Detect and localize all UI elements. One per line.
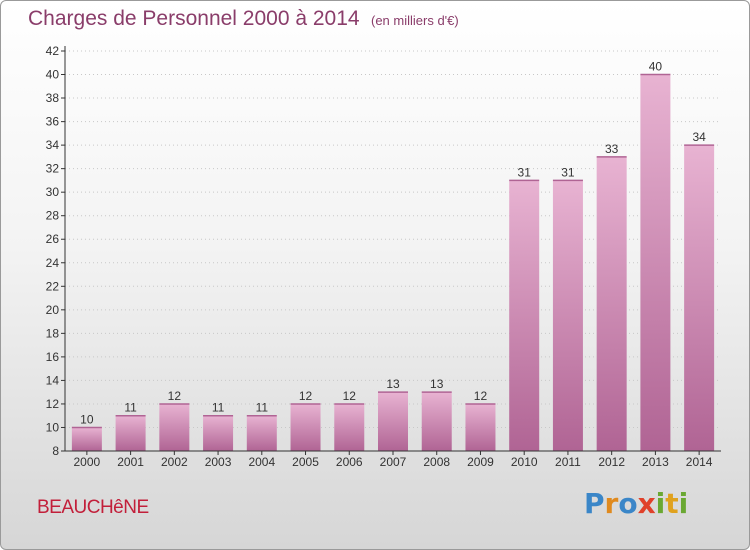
logo-letter: i bbox=[655, 487, 666, 520]
bar bbox=[71, 427, 102, 451]
data-label: 40 bbox=[649, 60, 663, 74]
data-label: 13 bbox=[386, 377, 400, 391]
data-label: 12 bbox=[474, 389, 488, 403]
x-tick-label: 2009 bbox=[467, 455, 494, 469]
bar bbox=[640, 74, 671, 451]
axes bbox=[61, 46, 721, 455]
x-tick-label: 2007 bbox=[380, 455, 407, 469]
data-label: 11 bbox=[256, 401, 269, 415]
y-tick-label: 34 bbox=[46, 138, 60, 152]
x-tick-label: 2014 bbox=[686, 455, 713, 469]
data-label: 34 bbox=[692, 130, 706, 144]
data-label: 10 bbox=[80, 412, 94, 426]
data-label: 11 bbox=[124, 401, 137, 415]
x-tick-label: 2006 bbox=[336, 455, 363, 469]
bar bbox=[203, 415, 234, 451]
chart-subtitle: (en milliers d'€) bbox=[371, 13, 459, 28]
logo-letter: P bbox=[584, 487, 605, 520]
x-tick-label: 2005 bbox=[292, 455, 319, 469]
y-tick-label: 16 bbox=[46, 350, 60, 364]
labels: 8 10 12 14 16 18 20 22 24 26 28 30 32 34 36 38 40 42 10 200… bbox=[46, 44, 713, 469]
x-tick-label: 2013 bbox=[642, 455, 669, 469]
logo-letter: t bbox=[665, 487, 679, 520]
y-tick-label: 40 bbox=[46, 68, 60, 82]
bar bbox=[290, 403, 321, 451]
bar bbox=[684, 145, 715, 451]
chart-title: Charges de Personnel 2000 à 2014 bbox=[28, 7, 360, 30]
data-label: 13 bbox=[430, 377, 444, 391]
x-tick-label: 2008 bbox=[423, 455, 450, 469]
y-tick-label: 26 bbox=[46, 232, 60, 246]
x-tick-label: 2001 bbox=[117, 455, 144, 469]
data-label: 12 bbox=[343, 389, 357, 403]
y-tick-label: 42 bbox=[46, 44, 60, 58]
x-tick-label: 2003 bbox=[205, 455, 232, 469]
x-tick-label: 2000 bbox=[74, 455, 101, 469]
data-label: 11 bbox=[212, 401, 225, 415]
bar bbox=[596, 156, 627, 451]
y-tick-label: 38 bbox=[46, 91, 60, 105]
y-tick-label: 28 bbox=[46, 209, 60, 223]
bars bbox=[71, 73, 715, 452]
bar bbox=[421, 392, 452, 451]
data-label: 12 bbox=[299, 389, 313, 403]
data-label: 33 bbox=[605, 142, 619, 156]
y-tick-label: 8 bbox=[52, 444, 59, 458]
y-tick-label: 24 bbox=[46, 256, 60, 270]
bar bbox=[465, 403, 496, 451]
bar bbox=[378, 392, 408, 451]
y-tick-label: 12 bbox=[46, 397, 60, 411]
y-tick-label: 36 bbox=[46, 115, 60, 129]
logo-letter: r bbox=[604, 487, 619, 520]
logo-letter: x bbox=[637, 487, 656, 520]
bar bbox=[334, 403, 365, 451]
logo-letter: o bbox=[618, 487, 638, 520]
y-tick-label: 14 bbox=[46, 373, 60, 387]
x-tick-label: 2004 bbox=[248, 455, 275, 469]
y-tick-label: 18 bbox=[46, 326, 60, 340]
x-tick-label: 2011 bbox=[555, 455, 581, 469]
y-tick-label: 20 bbox=[46, 303, 60, 317]
x-tick-label: 2012 bbox=[598, 455, 625, 469]
y-tick-label: 10 bbox=[46, 420, 60, 434]
data-label: 31 bbox=[561, 165, 575, 179]
x-tick-label: 2002 bbox=[161, 455, 188, 469]
y-tick-label: 30 bbox=[46, 185, 60, 199]
y-tick-label: 22 bbox=[46, 279, 60, 293]
y-tick-label: 32 bbox=[46, 162, 60, 176]
data-label: 12 bbox=[168, 389, 182, 403]
proxiti-logo: Proxiti bbox=[584, 487, 688, 520]
logo-letter: i bbox=[678, 487, 689, 520]
bar bbox=[159, 403, 190, 451]
bar bbox=[246, 415, 277, 451]
commune-name: BEAUCHêNE bbox=[37, 497, 149, 518]
bar bbox=[509, 180, 540, 452]
bar bbox=[552, 180, 583, 452]
bar bbox=[115, 415, 146, 451]
data-label: 31 bbox=[518, 165, 532, 179]
x-tick-label: 2010 bbox=[511, 455, 538, 469]
